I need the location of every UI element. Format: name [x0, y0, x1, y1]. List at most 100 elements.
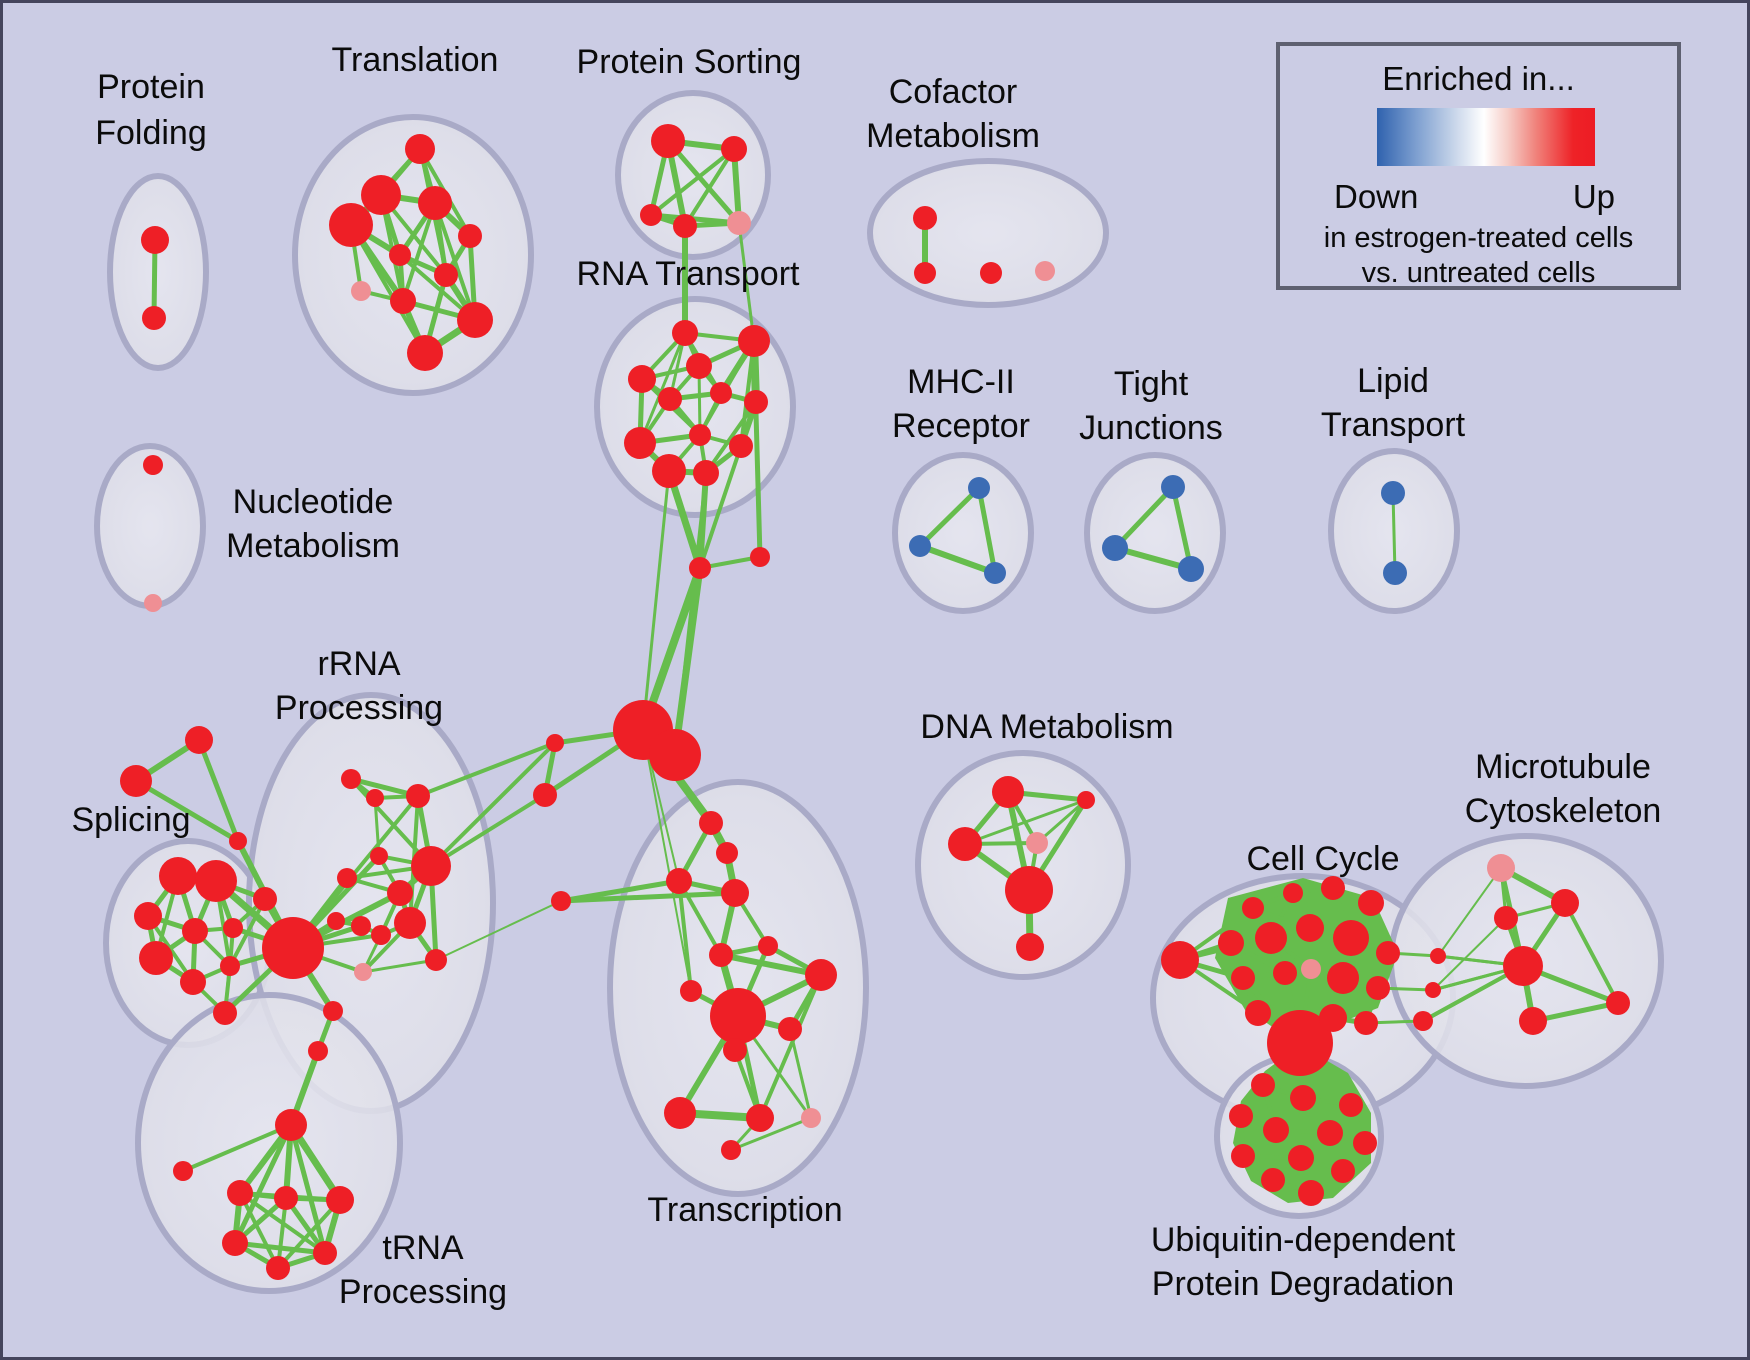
splicing-node[interactable] [180, 969, 206, 995]
transcription-node[interactable] [723, 1038, 747, 1062]
microtubule-cytoskeleton-node[interactable] [1487, 854, 1515, 882]
cell-cycle-node[interactable] [1366, 976, 1390, 1000]
dna-metabolism-node[interactable] [1016, 933, 1044, 961]
splicing-node[interactable] [159, 857, 197, 895]
connector-node[interactable] [551, 891, 571, 911]
splicing-node[interactable] [134, 902, 162, 930]
translation-node[interactable] [351, 281, 371, 301]
connector-node[interactable] [750, 547, 770, 567]
cell-cycle-node[interactable] [1218, 930, 1244, 956]
ubiquitin-degradation-node[interactable] [1353, 1131, 1377, 1155]
ubiquitin-degradation-node[interactable] [1290, 1085, 1316, 1111]
microtubule-cytoskeleton-node[interactable] [1413, 1011, 1433, 1031]
rrna-processing-node[interactable] [308, 1041, 328, 1061]
splicing-node[interactable] [182, 918, 208, 944]
rrna-processing-node[interactable] [262, 917, 324, 979]
cell-cycle-node[interactable] [1283, 883, 1303, 903]
cell-cycle-node[interactable] [1333, 920, 1369, 956]
microtubule-cytoskeleton-node[interactable] [1494, 906, 1518, 930]
translation-node[interactable] [389, 244, 411, 266]
transcription-node[interactable] [664, 1097, 696, 1129]
dna-metabolism-node[interactable] [1026, 832, 1048, 854]
tight-junctions-node[interactable] [1102, 535, 1128, 561]
splicing-node[interactable] [253, 887, 277, 911]
trna-processing-node[interactable] [222, 1230, 248, 1256]
transcription-node[interactable] [746, 1104, 774, 1132]
connector-node[interactable] [546, 734, 564, 752]
cell-cycle-node[interactable] [1321, 876, 1345, 900]
ubiquitin-degradation-node[interactable] [1231, 1144, 1255, 1168]
translation-node[interactable] [434, 263, 458, 287]
connector-node[interactable] [533, 783, 557, 807]
splicing-node[interactable] [185, 726, 213, 754]
dna-metabolism-node[interactable] [948, 827, 982, 861]
rrna-processing-node[interactable] [337, 868, 357, 888]
rna-transport-node[interactable] [744, 390, 768, 414]
rrna-processing-node[interactable] [387, 880, 413, 906]
rna-transport-node[interactable] [658, 387, 682, 411]
cell-cycle-node[interactable] [1319, 1004, 1347, 1032]
connector-node[interactable] [689, 557, 711, 579]
trna-processing-node[interactable] [274, 1186, 298, 1210]
transcription-node[interactable] [680, 980, 702, 1002]
rna-transport-node[interactable] [624, 427, 656, 459]
transcription-node[interactable] [778, 1017, 802, 1041]
rna-transport-node[interactable] [710, 382, 732, 404]
protein-sorting-node[interactable] [727, 211, 751, 235]
transcription-node[interactable] [721, 1140, 741, 1160]
mhc-ii-receptor-node[interactable] [984, 562, 1006, 584]
cell-cycle-node[interactable] [1273, 961, 1297, 985]
cell-cycle-node[interactable] [1161, 941, 1199, 979]
cell-cycle-node[interactable] [1255, 922, 1287, 954]
ubiquitin-degradation-node[interactable] [1261, 1168, 1285, 1192]
mhc-ii-receptor-node[interactable] [909, 535, 931, 557]
trna-processing-node[interactable] [275, 1109, 307, 1141]
cell-cycle-node[interactable] [1267, 1010, 1333, 1076]
splicing-node[interactable] [213, 1001, 237, 1025]
translation-node[interactable] [390, 288, 416, 314]
rrna-processing-node[interactable] [366, 789, 384, 807]
transcription-node[interactable] [699, 811, 723, 835]
microtubule-cytoskeleton-node[interactable] [1503, 946, 1543, 986]
tight-junctions-node[interactable] [1178, 556, 1204, 582]
ubiquitin-degradation-node[interactable] [1298, 1180, 1324, 1206]
cofactor-metabolism-node[interactable] [913, 206, 937, 230]
rrna-processing-node[interactable] [411, 846, 451, 886]
rna-transport-node[interactable] [672, 320, 698, 346]
transcription-node[interactable] [805, 959, 837, 991]
rna-transport-node[interactable] [628, 365, 656, 393]
translation-node[interactable] [329, 203, 373, 247]
splicing-node[interactable] [120, 765, 152, 797]
ubiquitin-degradation-node[interactable] [1263, 1117, 1289, 1143]
protein-sorting-node[interactable] [673, 214, 697, 238]
rrna-processing-node[interactable] [351, 916, 371, 936]
rna-transport-node[interactable] [693, 460, 719, 486]
dna-metabolism-node[interactable] [1005, 866, 1053, 914]
ubiquitin-degradation-node[interactable] [1251, 1073, 1275, 1097]
cell-cycle-node[interactable] [1301, 959, 1321, 979]
translation-node[interactable] [457, 302, 493, 338]
translation-node[interactable] [361, 175, 401, 215]
rna-transport-node[interactable] [738, 325, 770, 357]
splicing-node[interactable] [195, 860, 237, 902]
translation-node[interactable] [405, 134, 435, 164]
transcription-node[interactable] [801, 1108, 821, 1128]
lipid-transport-node[interactable] [1381, 481, 1405, 505]
transcription-node[interactable] [666, 868, 692, 894]
trna-processing-node[interactable] [326, 1186, 354, 1214]
protein-folding-node[interactable] [142, 306, 166, 330]
rrna-processing-node[interactable] [406, 784, 430, 808]
microtubule-cytoskeleton-node[interactable] [1606, 991, 1630, 1015]
dna-metabolism-node[interactable] [992, 776, 1024, 808]
transcription-node[interactable] [710, 988, 766, 1044]
trna-processing-node[interactable] [227, 1180, 253, 1206]
ubiquitin-degradation-node[interactable] [1229, 1104, 1253, 1128]
cell-cycle-node[interactable] [1231, 966, 1255, 990]
transcription-node[interactable] [709, 943, 733, 967]
splicing-node[interactable] [223, 918, 243, 938]
rrna-processing-node[interactable] [394, 907, 426, 939]
protein-sorting-node[interactable] [640, 204, 662, 226]
cell-cycle-node[interactable] [1358, 890, 1384, 916]
rna-transport-node[interactable] [729, 434, 753, 458]
rrna-processing-node[interactable] [370, 847, 388, 865]
